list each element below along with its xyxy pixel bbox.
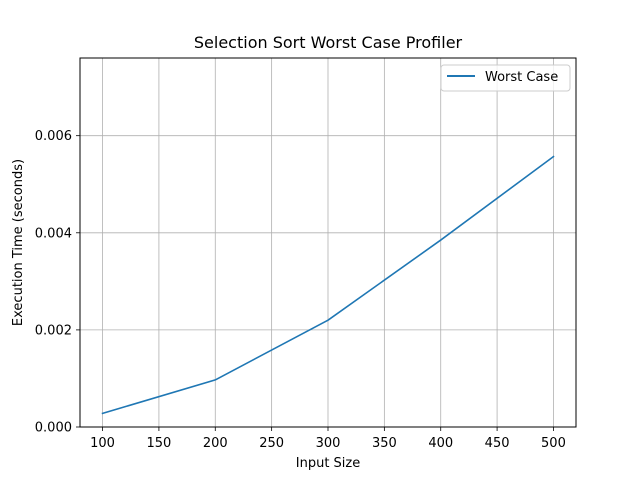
x-tick-label: 350	[372, 436, 397, 451]
legend-label-worst-case: Worst Case	[485, 70, 558, 85]
x-tick-label: 150	[146, 436, 171, 451]
x-tick-label: 450	[485, 436, 510, 451]
legend: Worst Case	[440, 64, 571, 92]
y-tick-label: 0.002	[35, 323, 72, 338]
chart-title: Selection Sort Worst Case Profiler	[194, 33, 463, 52]
x-tick-label: 300	[316, 436, 341, 451]
y-tick-label: 0.000	[35, 421, 72, 436]
x-axis: 100 150 200 250 300 350 400 450 500	[90, 427, 566, 451]
x-tick-label: 100	[90, 436, 115, 451]
y-tick-label: 0.004	[35, 226, 72, 241]
x-tick-label: 400	[428, 436, 453, 451]
grid	[80, 58, 576, 428]
x-axis-label: Input Size	[296, 456, 360, 471]
y-axis-label: Execution Time (seconds)	[11, 159, 26, 326]
legend-box	[440, 64, 571, 92]
x-tick-label: 250	[259, 436, 284, 451]
series-line-worst-case	[101, 155, 555, 415]
y-axis: 0.000 0.002 0.004 0.006	[35, 129, 80, 436]
x-tick-label: 500	[541, 436, 566, 451]
x-tick-label: 200	[203, 436, 228, 451]
y-tick-label: 0.006	[35, 129, 72, 144]
series-layer	[101, 155, 555, 415]
